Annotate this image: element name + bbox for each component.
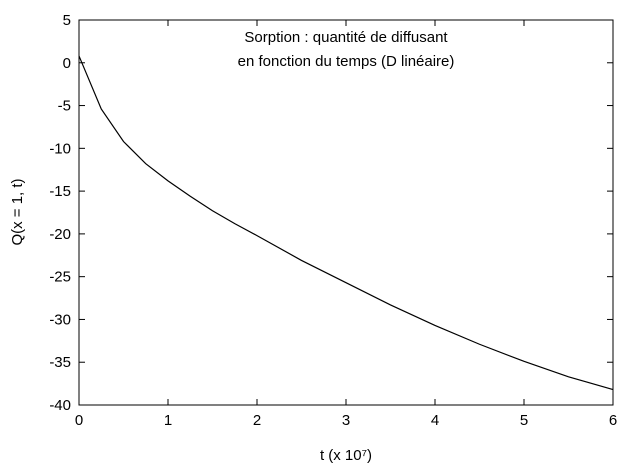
x-tick-label: 5 <box>520 412 528 429</box>
y-tick-label: 0 <box>63 55 71 72</box>
x-tick-label: 6 <box>609 412 617 429</box>
y-tick-label: -35 <box>49 354 71 371</box>
y-axis-label: Q(x = 1, t) <box>9 178 26 245</box>
x-tick-label: 1 <box>164 412 172 429</box>
chart-title: en fonction du temps (D linéaire) <box>238 53 455 70</box>
x-tick-label: 3 <box>342 412 350 429</box>
plot-frame <box>78 19 614 406</box>
chart-title: Sorption : quantité de diffusant <box>244 29 448 46</box>
x-tick-label: 2 <box>253 412 261 429</box>
y-tick-label: -10 <box>49 140 71 157</box>
y-tick-label: -20 <box>49 226 71 243</box>
y-tick-label: -40 <box>49 397 71 414</box>
y-tick-label: -25 <box>49 269 71 286</box>
x-axis-label: t (x 10⁷) <box>320 447 372 464</box>
y-tick-label: -30 <box>49 311 71 328</box>
line-series <box>78 55 614 391</box>
y-tick-label: 5 <box>63 12 71 29</box>
y-tick-label: -5 <box>58 98 71 115</box>
x-tick-label: 0 <box>75 412 83 429</box>
x-tick-label: 4 <box>431 412 439 429</box>
y-tick-label: -15 <box>49 183 71 200</box>
